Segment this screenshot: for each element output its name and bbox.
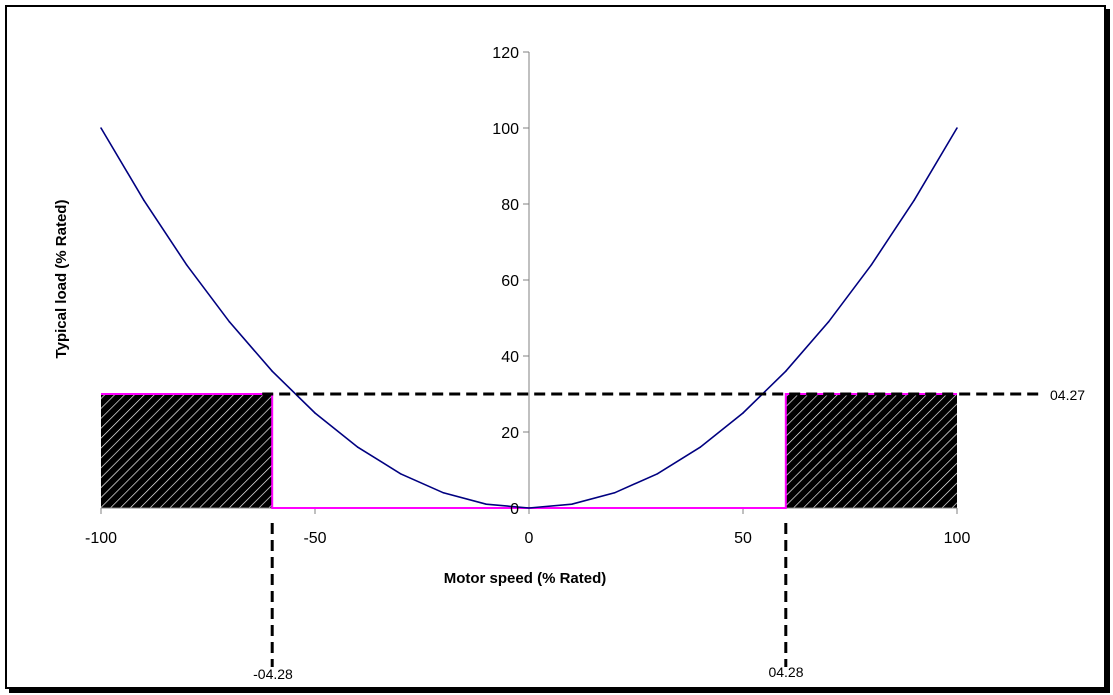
chart-svg: 0 20 40 60 80 100 120 -100 -50 0 50 100 Motor speed… [53, 45, 1085, 682]
x-axis-title: Motor speed (% Rated) [444, 570, 607, 587]
hatched-region-positive [785, 394, 957, 508]
load-curve-point [956, 127, 958, 129]
x-tick-label: -50 [303, 530, 326, 547]
y-tick-label: 120 [492, 45, 519, 62]
load-curve-point [185, 264, 188, 266]
load-curve-point [528, 507, 530, 509]
y-axis-title: Typical load (% Rated) [53, 200, 70, 359]
load-curve-point [485, 503, 488, 506]
x-tick-label: 50 [734, 530, 752, 547]
load-curve-point [314, 412, 316, 414]
y-tick-label: 80 [501, 197, 519, 214]
y-tick-label: 20 [501, 425, 519, 442]
load-curve-point [143, 199, 145, 201]
x-tick-label: 100 [944, 530, 971, 547]
load-curve-point [742, 412, 744, 414]
load-curve-point [228, 321, 231, 323]
load-curve-point [357, 446, 359, 449]
load-curve-point [827, 321, 830, 323]
x-tick-label: 0 [525, 530, 534, 547]
load-curve-point [913, 199, 915, 201]
load-curve-point [870, 264, 873, 266]
load-threshold-label: 04.27 [1050, 387, 1085, 403]
y-tick-label: 100 [492, 121, 519, 138]
y-tick-label: 60 [501, 273, 519, 290]
neg-speed-threshold-label: -04.28 [253, 666, 293, 682]
pos-speed-threshold-label: 04.28 [768, 664, 803, 680]
load-curve-point [785, 370, 787, 373]
y-tick-label: 40 [501, 349, 519, 366]
load-curve-point [442, 492, 445, 494]
load-curve-point [271, 370, 274, 373]
load-curve-point [613, 492, 616, 494]
x-tick-label: -100 [85, 530, 117, 547]
chart-frame: 0 20 40 60 80 100 120 -100 -50 0 50 100 Motor speed… [5, 5, 1106, 689]
load-curve-point [100, 127, 102, 129]
load-curve-point [399, 473, 402, 475]
load-curve-point [571, 503, 573, 506]
y-tick-label: 0 [510, 501, 519, 518]
load-curve-point [656, 473, 659, 475]
load-curve-point [699, 446, 701, 449]
hatched-region-negative [101, 394, 273, 508]
